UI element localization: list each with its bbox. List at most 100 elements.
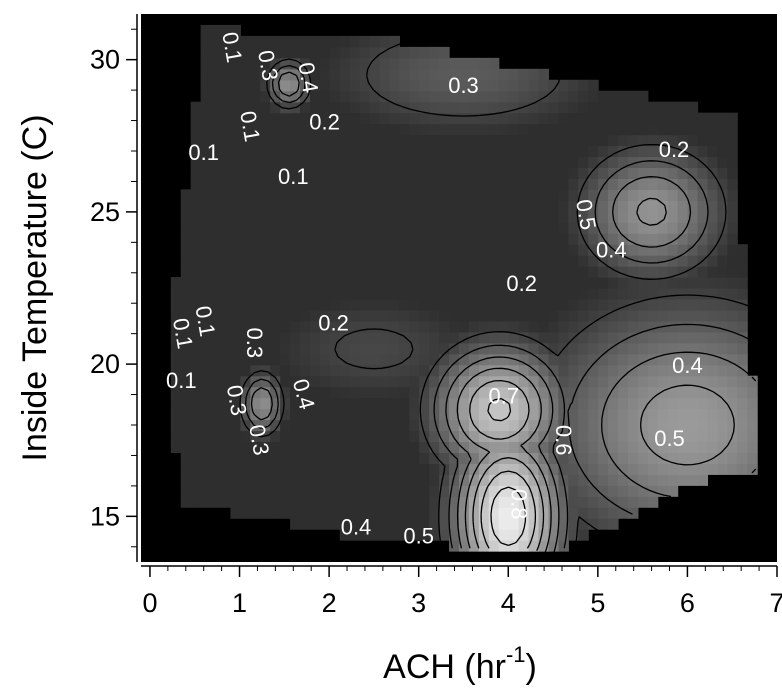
- heatmap-cell: [329, 134, 341, 147]
- heatmap-cell: [409, 320, 420, 333]
- heatmap-cell: [468, 145, 480, 158]
- heatmap-cell: [518, 298, 530, 311]
- heatmap-cell: [280, 353, 291, 366]
- heatmap-cell: [578, 79, 589, 92]
- heatmap-cell: [528, 123, 540, 136]
- heatmap-cell: [409, 441, 420, 453]
- y-tick-label: 15: [90, 501, 120, 531]
- heatmap-cell: [468, 408, 480, 421]
- heatmap-cell: [280, 408, 291, 421]
- heatmap-cell: [498, 288, 510, 300]
- heatmap-cell: [498, 309, 510, 322]
- heatmap-cell: [399, 233, 410, 245]
- heatmap-cell: [309, 101, 321, 114]
- heatmap-cell: [598, 452, 609, 464]
- heatmap-cell: [578, 145, 589, 158]
- heatmap-cell: [190, 244, 202, 256]
- heatmap-cell: [369, 101, 381, 114]
- heatmap-cell: [578, 353, 589, 366]
- heatmap-cell: [588, 277, 599, 289]
- heatmap-cell: [538, 134, 550, 147]
- heatmap-cell: [677, 331, 689, 344]
- heatmap-cell: [359, 309, 371, 322]
- heatmap-cell: [697, 244, 709, 256]
- heatmap-cell: [409, 463, 420, 475]
- heatmap-cell: [439, 309, 450, 322]
- heatmap-cell: [498, 134, 510, 147]
- heatmap-cell: [508, 408, 520, 421]
- heatmap-cell: [637, 233, 649, 245]
- heatmap-cell: [468, 200, 480, 212]
- heatmap-cell: [300, 123, 311, 136]
- heatmap-cell: [190, 167, 202, 179]
- heatmap-cell: [449, 79, 460, 92]
- heatmap-cell: [359, 518, 371, 530]
- heatmap-cell: [409, 211, 420, 223]
- heatmap-cell: [200, 375, 212, 388]
- heatmap-cell: [290, 200, 301, 212]
- heatmap-cell: [518, 309, 530, 322]
- heatmap-cell: [359, 353, 371, 366]
- heatmap-cell: [449, 200, 460, 212]
- heatmap-cell: [637, 90, 649, 103]
- heatmap-cell: [280, 320, 291, 333]
- heatmap-cell: [250, 233, 261, 245]
- heatmap-cell: [230, 277, 241, 289]
- heatmap-cell: [548, 397, 559, 410]
- heatmap-cell: [429, 255, 440, 267]
- contour-line: [490, 486, 527, 547]
- heatmap-cell: [568, 375, 579, 388]
- heatmap-cell: [578, 463, 589, 475]
- heatmap-cell: [260, 277, 271, 289]
- heatmap-cell: [230, 375, 241, 388]
- heatmap-cell: [300, 375, 311, 388]
- heatmap-cell: [290, 233, 301, 245]
- heatmap-cell: [379, 178, 391, 190]
- heatmap-cell: [667, 178, 679, 190]
- heatmap-cell: [280, 298, 291, 311]
- heatmap-cell: [339, 233, 351, 245]
- heatmap-cell: [270, 419, 281, 432]
- heatmap-cell: [588, 507, 599, 519]
- heatmap-cell: [478, 342, 490, 355]
- heatmap-cell: [439, 145, 450, 158]
- heatmap-cell: [568, 233, 579, 245]
- heatmap-cell: [687, 123, 699, 136]
- heatmap-cell: [657, 266, 669, 278]
- heatmap-cell: [737, 353, 748, 366]
- heatmap-cell: [538, 309, 550, 322]
- heatmap-cell: [329, 178, 341, 190]
- heatmap-cell: [339, 408, 351, 421]
- heatmap-cell: [429, 320, 440, 333]
- heatmap-cell: [598, 353, 609, 366]
- heatmap-cell: [498, 474, 510, 486]
- heatmap-cell: [667, 375, 679, 388]
- heatmap-cell: [627, 145, 639, 158]
- heatmap-cell: [379, 364, 391, 377]
- heatmap-cell: [508, 233, 520, 245]
- contour-label: 0.4: [293, 60, 323, 94]
- heatmap-cell: [558, 463, 569, 475]
- heatmap-cell: [349, 518, 361, 530]
- heatmap-cell: [250, 463, 261, 475]
- heatmap-cell: [349, 496, 361, 508]
- heatmap-cell: [359, 167, 371, 179]
- heatmap-cell: [240, 167, 251, 179]
- heatmap-cell: [180, 342, 192, 355]
- heatmap-cell: [170, 419, 182, 432]
- heatmap-cell: [608, 298, 619, 311]
- heatmap-cell: [339, 288, 351, 300]
- heatmap-cell: [488, 408, 500, 421]
- heatmap-cell: [260, 222, 271, 234]
- heatmap-cell: [677, 101, 689, 114]
- heatmap-cell: [637, 189, 649, 201]
- heatmap-cell: [389, 298, 400, 311]
- heatmap-cell: [548, 507, 559, 519]
- heatmap-cell: [697, 320, 709, 333]
- heatmap-cell: [429, 57, 440, 70]
- heatmap-cell: [419, 353, 430, 366]
- heatmap-cell: [359, 288, 371, 300]
- heatmap-cell: [339, 57, 351, 70]
- heatmap-cell: [697, 266, 709, 278]
